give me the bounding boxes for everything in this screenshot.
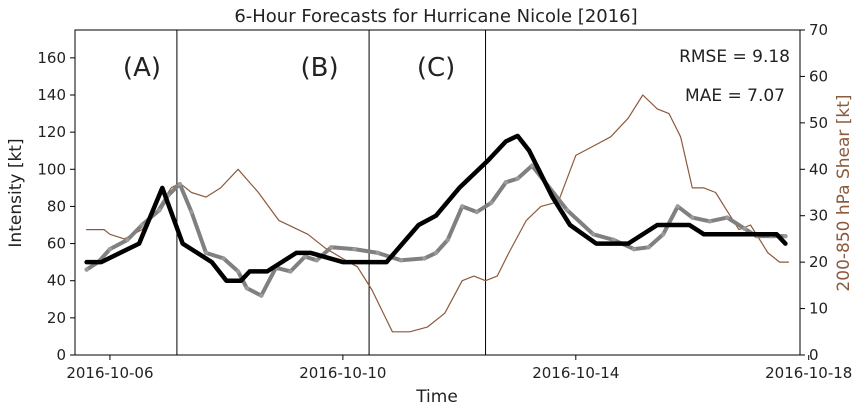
x-tick-label: 2016-10-06 xyxy=(66,364,153,382)
forecast-point xyxy=(489,200,494,205)
forecast-point xyxy=(221,256,226,261)
forecast-point xyxy=(244,285,249,291)
forecast-point xyxy=(646,245,651,250)
panel-label: (B) xyxy=(301,53,339,83)
y2-axis-label: 200-850 hPa Shear [kt] xyxy=(834,94,854,291)
y-tick-label: 160 xyxy=(37,49,66,67)
y-tick-label: 40 xyxy=(47,272,66,290)
forecast-point xyxy=(591,232,596,237)
plot-area: (A) (B) (C) xyxy=(74,29,801,356)
x-axis: 2016-10-06 2016-10-10 2016-10-14 2016-10-18 xyxy=(66,355,852,382)
y2-tick-label: 20 xyxy=(809,253,828,271)
y-axis-intensity: 0 20 40 60 80 100 120 140 160 xyxy=(37,49,75,364)
series-layer xyxy=(84,94,790,333)
forecast-point xyxy=(375,250,381,256)
forecast-point xyxy=(690,215,695,220)
y2-tick-label: 50 xyxy=(809,114,828,132)
rmse-stat: RMSE = 9.18 xyxy=(679,47,790,67)
plot-frame xyxy=(74,29,801,356)
x-axis-label: Time xyxy=(415,387,458,407)
forecast-point xyxy=(107,246,113,252)
y2-tick-label: 10 xyxy=(809,300,828,318)
forecast-point xyxy=(302,254,308,259)
forecast-point xyxy=(189,209,194,215)
series-2-group xyxy=(85,94,790,333)
y-tick-label: 100 xyxy=(37,160,66,178)
y2-tick-label: 40 xyxy=(809,160,828,178)
forecast-point xyxy=(742,226,747,231)
chart-title: 6-Hour Forecasts for Hurricane Nicole [2… xyxy=(234,6,637,27)
forecast-line xyxy=(84,163,788,298)
forecast-point xyxy=(352,246,357,252)
forecast-point xyxy=(460,204,465,209)
best-track-line xyxy=(84,133,788,283)
panel-labels: (A) (B) (C) xyxy=(123,53,455,83)
forecast-point xyxy=(259,293,264,298)
period-separators xyxy=(176,30,487,355)
forecast-point xyxy=(725,215,730,220)
forecast-point xyxy=(611,237,616,243)
y2-tick-label: 60 xyxy=(809,67,828,85)
forecast-point xyxy=(445,237,450,243)
forecast-point xyxy=(139,222,145,228)
y-axis-shear: 0 10 20 30 40 50 60 70 xyxy=(800,21,828,364)
y2-tick-label: 70 xyxy=(809,21,828,39)
forecast-point xyxy=(503,180,509,185)
mae-stat: MAE = 7.07 xyxy=(685,86,785,106)
forecast-point xyxy=(288,269,293,274)
y2-tick-label: 0 xyxy=(809,346,819,364)
series-0-group xyxy=(84,133,788,283)
y-tick-label: 120 xyxy=(37,123,66,141)
forecast-point xyxy=(529,163,535,168)
forecast-point xyxy=(564,207,570,213)
forecast-point xyxy=(329,245,334,250)
panel-label: (A) xyxy=(123,53,161,83)
forecast-point xyxy=(474,209,480,215)
forecast-point xyxy=(84,267,89,272)
x-tick-label: 2016-10-10 xyxy=(299,364,386,382)
x-tick-label: 2016-10-18 xyxy=(765,364,852,382)
x-tick-label: 2016-10-14 xyxy=(532,364,619,382)
forecast-point xyxy=(631,246,637,252)
forecast-point xyxy=(235,269,241,274)
forecast-point xyxy=(783,233,788,239)
y-tick-label: 60 xyxy=(47,235,66,253)
forecast-point xyxy=(177,181,183,187)
y-tick-label: 0 xyxy=(56,346,66,364)
forecast-point xyxy=(433,250,439,256)
y-axis-label: Intensity [kt] xyxy=(6,138,26,247)
y-tick-label: 20 xyxy=(47,309,66,327)
forecast-point xyxy=(314,258,319,263)
forecast-point xyxy=(157,207,162,213)
forecast-point xyxy=(422,256,427,261)
forecast-point xyxy=(203,250,209,256)
y-tick-label: 80 xyxy=(47,197,66,215)
shear-line xyxy=(85,94,790,333)
panel-label: (C) xyxy=(417,53,455,83)
y-tick-label: 140 xyxy=(37,86,66,104)
y2-tick-label: 30 xyxy=(809,207,828,225)
forecast-point xyxy=(125,237,130,243)
series-1-group xyxy=(84,163,788,298)
forecast-point xyxy=(398,258,404,263)
forecast-point xyxy=(660,232,666,237)
forecast-point xyxy=(675,204,680,209)
forecast-point xyxy=(515,176,520,181)
forecast-point xyxy=(707,219,712,224)
